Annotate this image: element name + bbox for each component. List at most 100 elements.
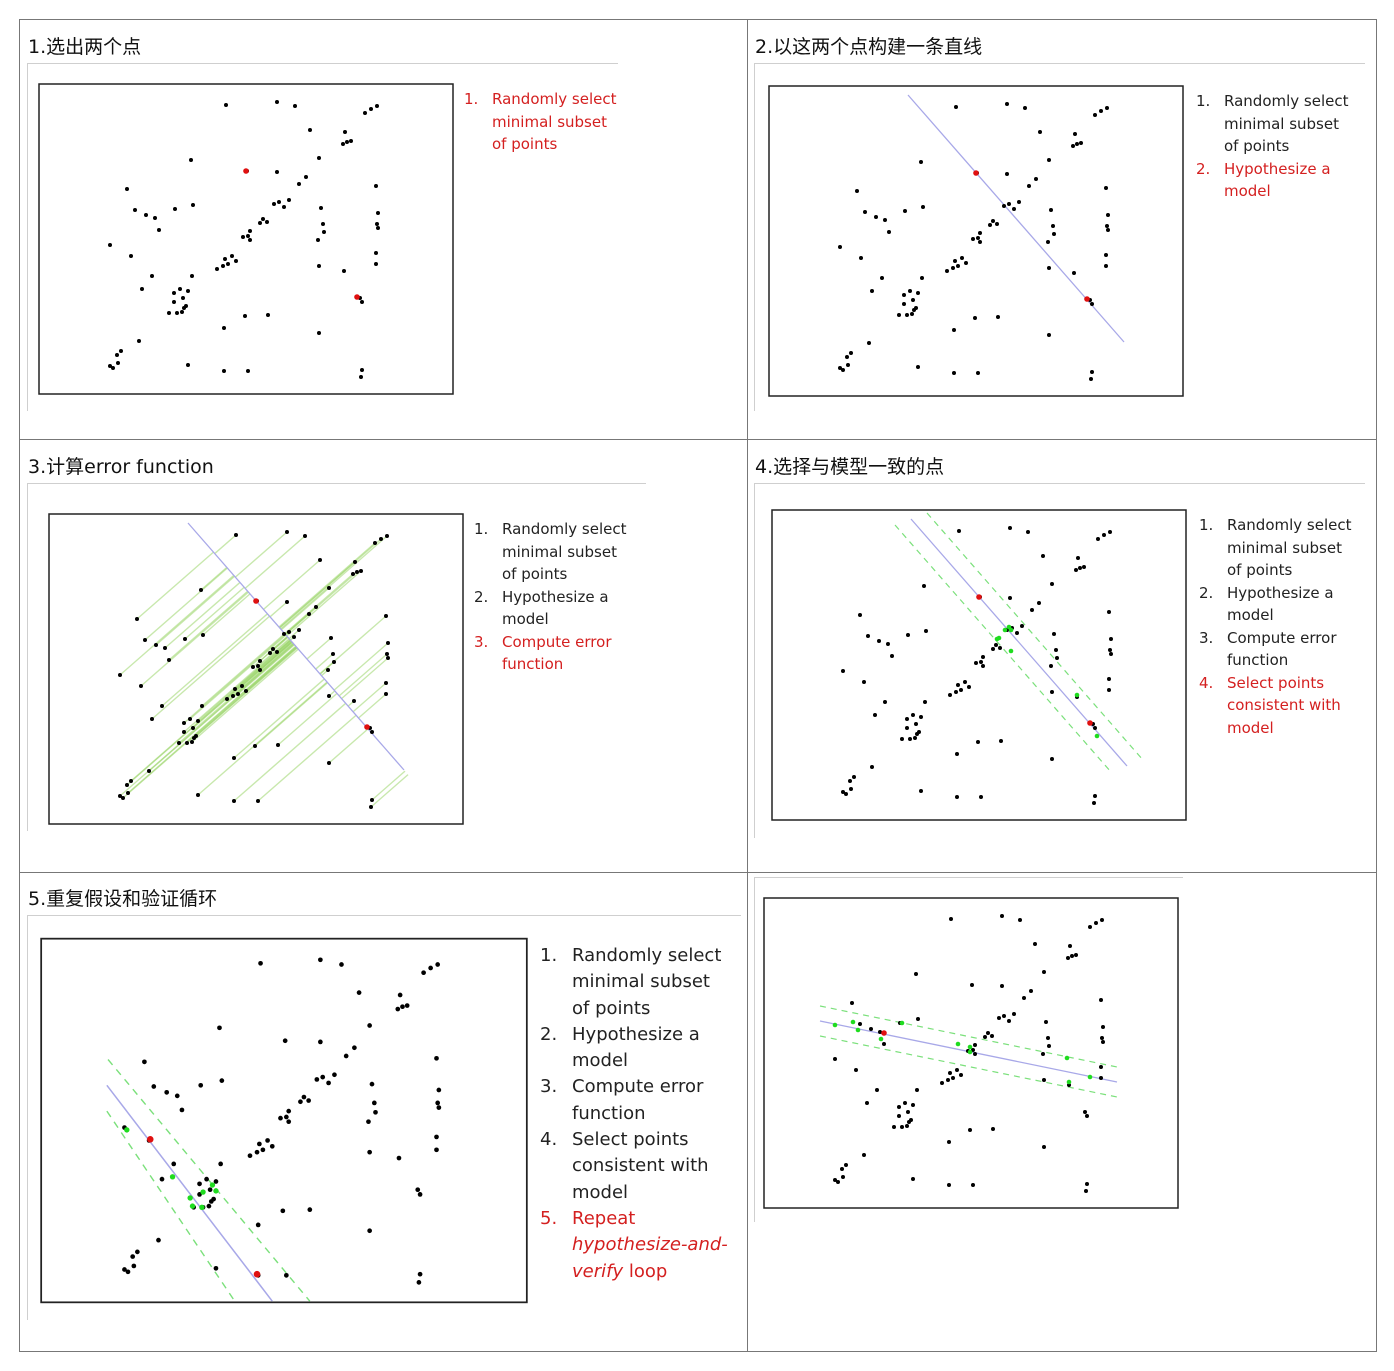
data-point xyxy=(841,368,845,372)
data-point xyxy=(116,361,120,365)
data-point xyxy=(397,992,403,998)
error-segment xyxy=(127,645,297,794)
data-point xyxy=(1108,530,1112,534)
inlier-point xyxy=(855,1027,861,1033)
data-point xyxy=(223,257,227,261)
data-point xyxy=(199,588,203,592)
data-point xyxy=(297,182,301,186)
inlier-point xyxy=(169,1174,176,1180)
data-point xyxy=(204,1176,209,1182)
data-point xyxy=(883,218,887,222)
data-point xyxy=(386,656,390,660)
data-point xyxy=(1104,253,1108,257)
error-segment xyxy=(183,638,291,733)
data-point xyxy=(978,231,982,235)
data-point xyxy=(920,276,924,280)
error-segment xyxy=(234,531,288,578)
data-point xyxy=(177,741,181,745)
step-text: Hypothesize a xyxy=(502,587,609,606)
data-point xyxy=(173,207,177,211)
data-point xyxy=(892,1125,896,1129)
data-point xyxy=(293,104,297,108)
data-point xyxy=(292,635,296,639)
error-segment xyxy=(200,566,228,591)
error-segment xyxy=(184,586,245,640)
data-point xyxy=(174,1093,180,1099)
step-text: model xyxy=(1227,606,1274,624)
data-point xyxy=(225,697,229,701)
step-text: of points xyxy=(492,135,558,153)
data-point xyxy=(248,238,252,242)
model-line xyxy=(106,1084,273,1302)
data-point xyxy=(1109,652,1113,656)
data-point xyxy=(915,1088,919,1092)
data-point xyxy=(258,668,262,672)
data-point xyxy=(307,1207,313,1212)
step-text: model xyxy=(572,1050,629,1072)
data-point xyxy=(191,726,195,730)
data-point xyxy=(356,990,362,995)
data-point xyxy=(351,572,355,576)
error-segment xyxy=(191,648,299,743)
error-segment xyxy=(279,561,356,629)
data-point xyxy=(230,254,234,258)
inlier-point xyxy=(850,1019,856,1025)
data-point xyxy=(276,743,280,747)
data-point xyxy=(1038,130,1042,134)
data-point xyxy=(125,187,129,191)
step-number: 1. xyxy=(464,90,479,108)
panel-6-slide-edge xyxy=(754,877,755,1222)
inlier-point xyxy=(187,1195,193,1201)
data-point xyxy=(133,208,137,212)
inlier-point xyxy=(1087,1074,1093,1080)
data-point xyxy=(914,972,918,976)
data-point xyxy=(844,792,848,796)
step-text: of points xyxy=(1224,137,1290,155)
data-point xyxy=(1102,533,1106,537)
data-point xyxy=(181,296,185,300)
data-point xyxy=(206,1203,212,1209)
data-point xyxy=(1049,208,1053,212)
data-point xyxy=(1041,554,1045,558)
error-segment xyxy=(197,681,328,796)
data-point xyxy=(911,1177,915,1181)
data-point xyxy=(940,1081,944,1085)
data-point xyxy=(153,216,157,220)
data-point xyxy=(384,614,388,618)
data-point xyxy=(355,570,359,574)
panel-3-separator xyxy=(28,483,646,484)
table-divider-vertical xyxy=(747,19,748,1352)
data-point xyxy=(949,917,953,921)
data-point xyxy=(976,371,980,375)
error-segment xyxy=(319,615,387,675)
data-point xyxy=(218,1161,223,1167)
inlier-point xyxy=(1008,648,1014,654)
error-segment xyxy=(338,653,388,697)
data-point xyxy=(137,339,141,343)
data-point xyxy=(890,654,894,658)
data-point xyxy=(1047,1044,1051,1048)
step-item: 2. Hypothesize a model xyxy=(1196,158,1348,203)
error-segment xyxy=(233,678,325,759)
data-point xyxy=(373,541,377,545)
step-text: Hypothesize a xyxy=(1224,159,1331,178)
error-segment xyxy=(257,638,290,667)
data-point xyxy=(108,364,112,368)
data-point xyxy=(983,1035,987,1039)
step-number: 3. xyxy=(1199,628,1214,647)
data-point xyxy=(298,1099,303,1105)
data-point xyxy=(1068,944,1072,948)
error-segment xyxy=(257,714,357,802)
data-point xyxy=(1052,232,1056,236)
data-point xyxy=(359,569,363,573)
data-point xyxy=(436,1087,442,1093)
panel-4-slide-edge xyxy=(754,483,755,838)
data-point xyxy=(367,1228,372,1234)
data-point xyxy=(1076,556,1080,560)
data-point xyxy=(222,369,226,373)
error-segment xyxy=(164,581,241,649)
data-point xyxy=(260,1147,266,1153)
data-point xyxy=(1012,1012,1016,1016)
data-point xyxy=(1105,106,1109,110)
data-point xyxy=(995,222,999,226)
